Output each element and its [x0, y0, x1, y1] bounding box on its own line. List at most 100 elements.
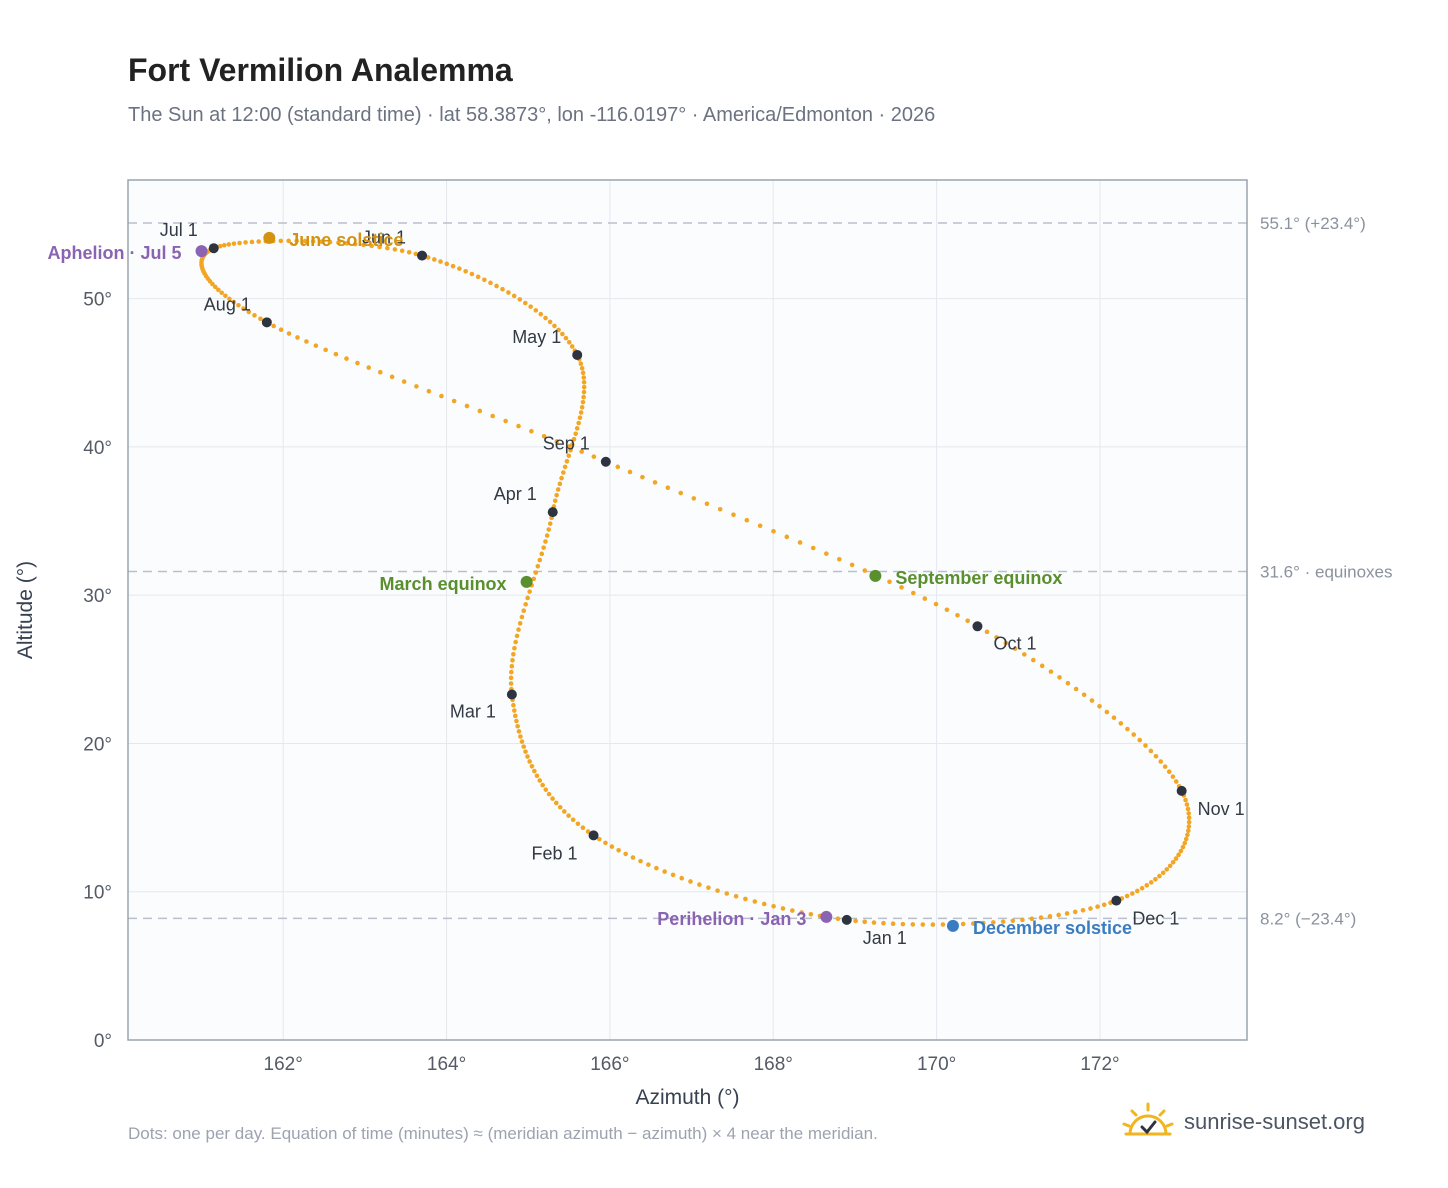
day-dot	[1031, 657, 1036, 663]
day-dot	[1185, 806, 1191, 812]
day-dot	[1088, 906, 1093, 911]
day-dot	[697, 882, 702, 887]
day-dot	[550, 796, 555, 801]
day-dot	[580, 825, 586, 831]
day-dot	[438, 259, 443, 264]
month-label: Jun 1	[362, 228, 406, 248]
day-dot	[575, 821, 581, 827]
day-dot	[799, 910, 804, 915]
day-dot	[566, 813, 571, 818]
day-dot	[477, 408, 483, 414]
day-dot	[533, 308, 539, 313]
day-dot	[523, 602, 528, 607]
day-dot	[717, 506, 723, 512]
day-dot	[1072, 909, 1078, 915]
day-dot	[743, 896, 748, 902]
day-dot	[887, 579, 892, 585]
day-dot	[512, 645, 517, 651]
day-dot	[469, 271, 475, 277]
day-dot	[609, 844, 615, 849]
day-dot	[531, 576, 537, 582]
day-dot	[313, 343, 319, 348]
x-tick-label: 170°	[917, 1054, 956, 1075]
day-dot	[555, 487, 561, 492]
plot-frame	[127, 179, 1248, 1041]
day-dot	[836, 556, 842, 562]
day-dot	[577, 415, 583, 421]
day-dot	[1176, 852, 1181, 858]
day-dot	[853, 918, 858, 924]
day-dot	[399, 248, 405, 254]
month-marker	[572, 349, 583, 360]
day-dot	[278, 238, 284, 244]
day-dot	[910, 922, 916, 927]
day-dot	[1173, 779, 1179, 784]
day-dot	[444, 261, 450, 267]
day-dot	[500, 286, 505, 292]
day-dot	[463, 268, 468, 274]
day-dot	[1073, 686, 1079, 692]
day-dot	[1157, 873, 1162, 879]
day-dot	[761, 901, 767, 907]
footnote: Dots: one per day. Equation of time (min…	[128, 1124, 878, 1143]
brand[interactable]: sunrise-sunset.org	[1120, 1100, 1365, 1144]
day-dot	[597, 836, 602, 842]
day-dot	[678, 490, 684, 496]
day-dot	[579, 365, 585, 371]
event-label: Aphelion · Jul 5	[47, 243, 181, 263]
day-dot	[955, 612, 960, 618]
day-dot	[537, 778, 543, 783]
day-dot	[579, 404, 585, 410]
day-dot	[377, 244, 382, 250]
day-dot	[547, 521, 553, 526]
day-dot	[580, 370, 586, 376]
day-dot	[216, 287, 221, 293]
day-dot	[576, 420, 581, 426]
day-dot	[543, 539, 548, 544]
day-dot	[546, 791, 552, 797]
day-dot	[1010, 918, 1016, 924]
day-dot	[646, 862, 651, 867]
month-marker	[547, 507, 558, 518]
day-dot	[319, 239, 324, 244]
day-dot	[327, 239, 333, 245]
day-dot	[574, 426, 580, 431]
day-dot	[271, 323, 276, 329]
day-dot	[508, 681, 514, 686]
day-dot	[1148, 748, 1154, 754]
day-dot	[556, 327, 561, 333]
month-label: Feb 1	[532, 843, 578, 863]
day-dot	[771, 903, 776, 909]
day-dot	[541, 545, 546, 550]
day-dot	[585, 829, 591, 834]
day-dot	[223, 293, 228, 299]
day-dot	[1178, 848, 1184, 854]
month-label: Jan 1	[863, 928, 907, 948]
day-dot	[516, 729, 522, 734]
day-dot	[616, 847, 621, 853]
day-dot	[1167, 863, 1173, 869]
day-dot	[566, 453, 572, 459]
day-dot	[573, 431, 578, 437]
day-dot	[243, 240, 248, 245]
day-dot	[516, 423, 521, 429]
day-dot	[278, 327, 284, 332]
day-dot	[960, 921, 966, 927]
day-dot	[581, 375, 587, 380]
day-dot	[517, 621, 523, 626]
y-tick-label: 50°	[83, 290, 112, 311]
day-dot	[561, 809, 567, 814]
day-dot	[1020, 917, 1025, 923]
day-dot	[227, 296, 232, 302]
month-marker	[600, 456, 611, 467]
x-tick-label: 166°	[590, 1054, 629, 1075]
day-dot	[930, 922, 936, 927]
day-dot	[623, 851, 628, 857]
day-dot	[1183, 797, 1188, 803]
event-markers: June solstice March equinox September equi…	[47, 230, 1132, 938]
day-dot	[286, 331, 292, 336]
day-dot	[557, 804, 563, 810]
month-label: Apr 1	[494, 484, 537, 504]
day-dot	[581, 384, 587, 390]
